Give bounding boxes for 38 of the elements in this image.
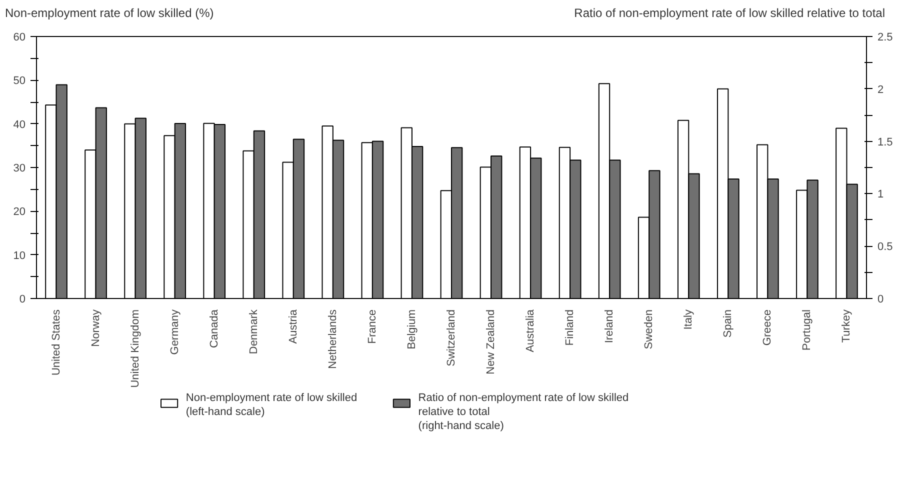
x-tick-label: Spain — [722, 309, 734, 338]
x-tick-label: Italy — [682, 309, 695, 330]
y-tick-label: 40 — [13, 118, 26, 131]
x-tick-label: United Kingdom — [129, 309, 142, 388]
x-tick-label: Turkey — [840, 309, 853, 343]
y2-tick-label: 0.5 — [878, 241, 893, 254]
x-tick-label: Greece — [762, 309, 774, 346]
x-tick-label: Canada — [208, 308, 220, 348]
x-tick-label: Norway — [90, 309, 102, 347]
x-tick-label: Sweden — [643, 309, 656, 350]
x-tick-label: Netherlands — [326, 309, 339, 369]
x-tick-label: Australia — [524, 308, 537, 352]
x-tick-label: Austria — [287, 308, 300, 344]
y-tick-label: 0 — [19, 294, 26, 306]
y-tick-label: 60 — [13, 32, 26, 44]
x-tick-label: Ireland — [604, 309, 616, 344]
y-tick-label: 10 — [13, 250, 26, 262]
x-tick-label: Belgium — [406, 309, 418, 350]
legend-label: Non-employment rate of low skilled (left-hand scale) — [186, 392, 358, 418]
x-tick-label: Finland — [564, 310, 576, 346]
y2-tick-label: 2.5 — [878, 32, 893, 44]
legend-label: Ratio of non-employment rate of low skilled relative to total (right-hand scale) — [418, 392, 629, 432]
y2-tick-label: 1 — [878, 188, 884, 201]
x-tick-label: Portugal — [801, 309, 814, 350]
y-tick-label: 30 — [13, 162, 26, 174]
y2-tick-label: 1.5 — [878, 136, 893, 148]
x-tick-label: United States — [50, 309, 62, 376]
y2-tick-label: 2 — [878, 84, 884, 96]
y-tick-label: 20 — [13, 206, 26, 218]
x-tick-label: New Zealand — [485, 309, 498, 374]
y2-axis-title: Ratio of non-employment rate of low skilled relative to total — [574, 5, 885, 22]
y-tick-label: 50 — [13, 75, 26, 88]
x-tick-label: Switzerland — [446, 310, 458, 366]
y-axis-title: Non-employment rate of low skilled (%) — [5, 5, 214, 22]
y2-tick-label: 0 — [878, 294, 884, 306]
x-tick-label: Denmark — [248, 309, 260, 354]
x-tick-label: Germany — [168, 309, 181, 355]
x-tick-label: France — [366, 309, 378, 344]
